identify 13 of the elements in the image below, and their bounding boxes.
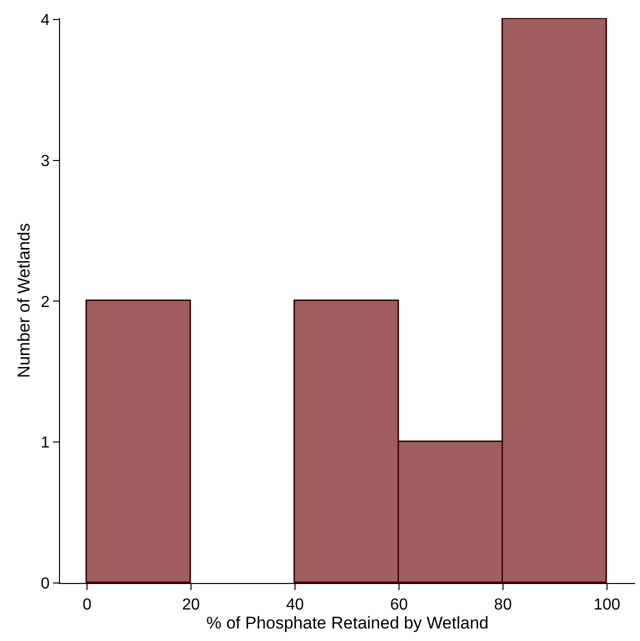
x-tick-label: 20 xyxy=(182,596,200,614)
y-tick-label: 4 xyxy=(40,12,50,30)
y-axis-title: Number of Wetlands xyxy=(14,223,34,378)
x-tick-label: 40 xyxy=(286,596,304,614)
x-axis-title: % of Phosphate Retained by Wetland xyxy=(206,614,489,633)
y-tick-label: 3 xyxy=(40,152,50,170)
x-tick-label: 0 xyxy=(82,596,92,614)
x-tick-label: 60 xyxy=(390,596,408,614)
x-tick-label: 100 xyxy=(594,596,620,614)
y-tick-label: 2 xyxy=(40,294,50,311)
x-tick-label: 80 xyxy=(494,596,512,614)
y-tick-label: 1 xyxy=(40,434,50,452)
y-tick-label: 0 xyxy=(40,576,50,593)
